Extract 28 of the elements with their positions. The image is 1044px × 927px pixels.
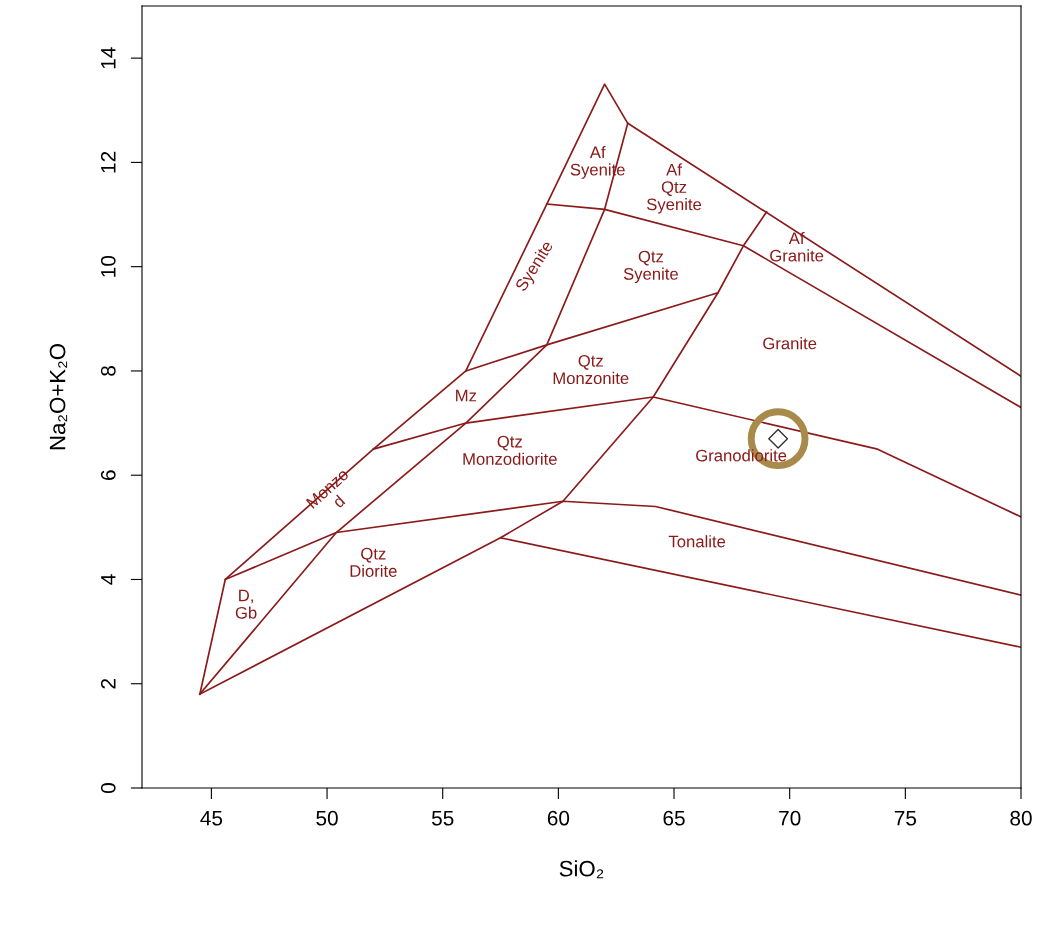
- annotation: Mz: [456, 389, 477, 402]
- y-tick-label: 2: [100, 678, 116, 689]
- annotation: Qtz Monzodiorite: [463, 435, 557, 465]
- x-tick-label: 80: [1010, 810, 1032, 826]
- annotation: Qtz Monzonite: [553, 354, 629, 385]
- annotation: D, Gb: [235, 589, 257, 619]
- annotation: Granite: [763, 337, 817, 350]
- x-axis-title: SiO₂: [559, 860, 604, 879]
- y-tick-label: 14: [101, 47, 116, 69]
- y-tick-label: 12: [100, 151, 116, 173]
- y-axis-title: Na₂O+K₂O: [49, 344, 68, 450]
- x-tick-label: 65: [663, 810, 685, 826]
- annotation: Af Qtz Syenite: [646, 163, 702, 214]
- y-tick-label: 4: [101, 574, 116, 585]
- y-tick-label: 6: [100, 470, 116, 480]
- x-tick-label: 50: [316, 810, 338, 826]
- annotation: Qtz Syenite: [623, 250, 678, 284]
- x-tick-label: 70: [779, 810, 801, 826]
- x-tick-label: 75: [894, 810, 917, 826]
- y-tick-label: 10: [100, 255, 116, 277]
- x-tick-label: 60: [547, 810, 570, 826]
- annotation: Af Granite: [770, 232, 824, 262]
- annotation: Tonalite: [668, 535, 726, 548]
- y-tick-label: 0: [100, 783, 116, 793]
- x-tick-label: 45: [200, 810, 223, 826]
- y-tick-label: 8: [100, 366, 116, 376]
- annotation: Qtz Diorite: [350, 547, 397, 577]
- x-tick-label: 55: [431, 810, 454, 826]
